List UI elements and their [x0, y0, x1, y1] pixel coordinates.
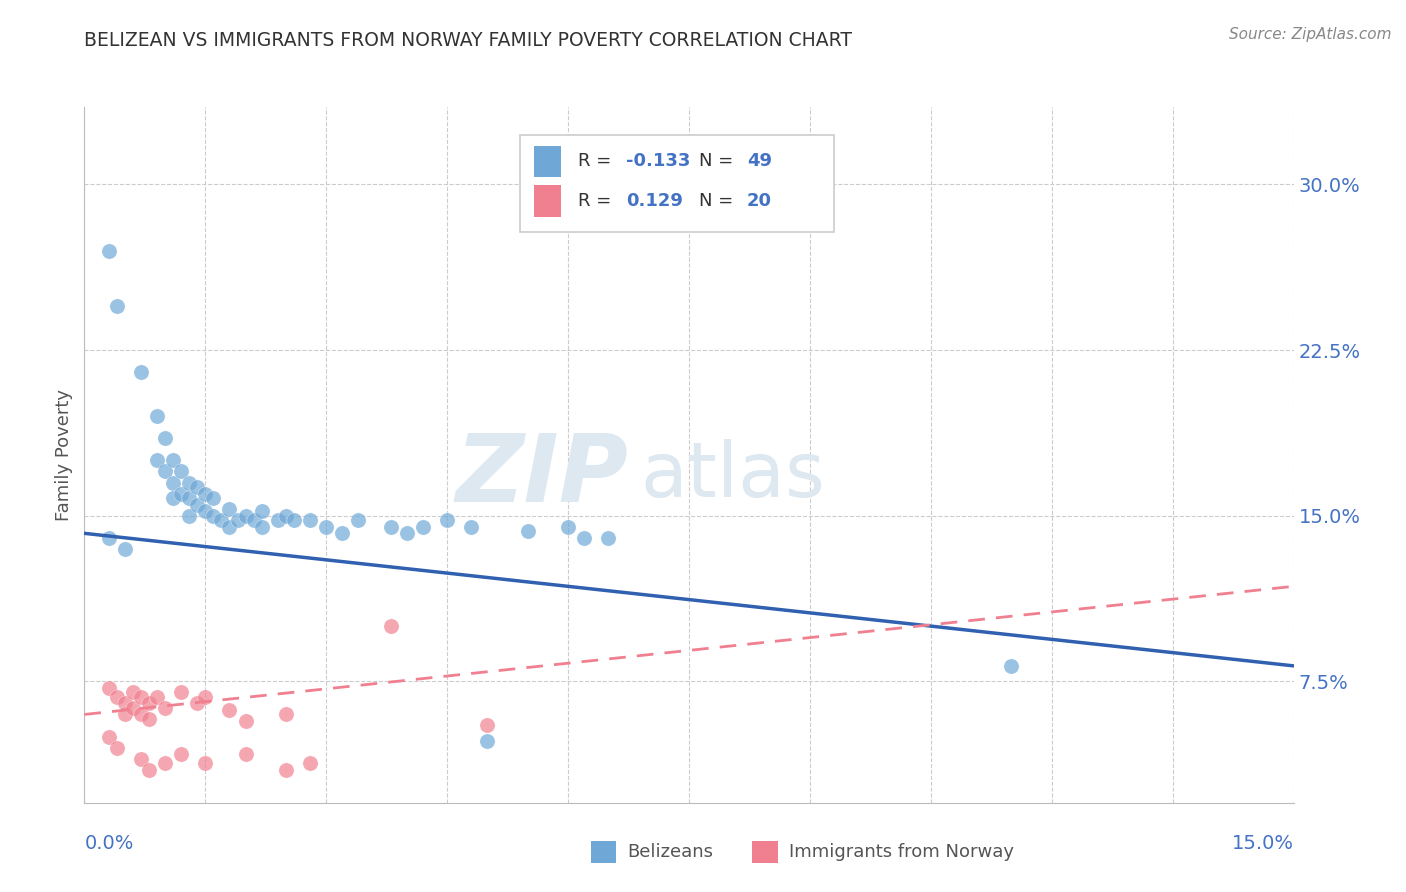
Point	[146, 409, 169, 424]
Point	[121, 685, 143, 699]
Point	[274, 707, 297, 722]
Point	[114, 697, 136, 711]
Point	[194, 690, 217, 704]
Point	[218, 502, 240, 516]
Point	[153, 431, 176, 445]
Point	[395, 526, 418, 541]
Point	[315, 519, 337, 533]
Point	[162, 475, 184, 490]
Point	[1000, 658, 1022, 673]
Point	[274, 508, 297, 523]
Point	[274, 763, 297, 777]
Y-axis label: Family Poverty: Family Poverty	[55, 389, 73, 521]
Text: N =: N =	[699, 153, 738, 170]
Point	[202, 491, 225, 505]
Point	[170, 685, 193, 699]
FancyBboxPatch shape	[520, 135, 834, 232]
Point	[194, 504, 217, 518]
Point	[129, 690, 152, 704]
Point	[235, 714, 257, 728]
Point	[162, 491, 184, 505]
Point	[170, 486, 193, 500]
Point	[186, 480, 208, 494]
Text: 49: 49	[747, 153, 772, 170]
Point	[572, 531, 595, 545]
Point	[218, 703, 240, 717]
Text: BELIZEAN VS IMMIGRANTS FROM NORWAY FAMILY POVERTY CORRELATION CHART: BELIZEAN VS IMMIGRANTS FROM NORWAY FAMIL…	[84, 31, 852, 50]
Point	[380, 619, 402, 633]
Point	[283, 513, 305, 527]
Text: -0.133: -0.133	[626, 153, 690, 170]
Point	[105, 690, 128, 704]
Point	[250, 504, 273, 518]
Point	[186, 697, 208, 711]
Point	[170, 465, 193, 479]
Point	[121, 701, 143, 715]
Point	[436, 513, 458, 527]
Point	[477, 734, 499, 748]
Point	[105, 740, 128, 755]
Point	[146, 453, 169, 467]
Text: Source: ZipAtlas.com: Source: ZipAtlas.com	[1229, 27, 1392, 42]
Point	[179, 491, 201, 505]
Text: 0.0%: 0.0%	[84, 834, 134, 853]
Point	[97, 244, 120, 258]
Point	[114, 541, 136, 556]
Point	[209, 513, 232, 527]
Point	[179, 475, 201, 490]
Point	[460, 519, 482, 533]
Point	[114, 707, 136, 722]
Point	[477, 718, 499, 732]
Point	[129, 751, 152, 765]
Point	[97, 531, 120, 545]
Point	[267, 513, 290, 527]
Point	[516, 524, 538, 538]
Point	[105, 299, 128, 313]
Point	[242, 513, 264, 527]
Point	[179, 508, 201, 523]
Point	[194, 486, 217, 500]
Point	[186, 498, 208, 512]
Point	[598, 531, 620, 545]
Text: Belizeans: Belizeans	[627, 843, 713, 862]
Point	[153, 756, 176, 770]
Text: R =: R =	[578, 153, 617, 170]
Point	[170, 747, 193, 762]
Point	[138, 763, 160, 777]
Text: 20: 20	[747, 192, 772, 210]
Text: 15.0%: 15.0%	[1232, 834, 1294, 853]
Point	[412, 519, 434, 533]
Point	[299, 513, 322, 527]
Text: N =: N =	[699, 192, 738, 210]
Point	[250, 519, 273, 533]
Point	[202, 508, 225, 523]
Text: ZIP: ZIP	[456, 430, 628, 522]
Point	[235, 508, 257, 523]
Point	[380, 519, 402, 533]
Point	[299, 756, 322, 770]
Point	[162, 453, 184, 467]
Point	[153, 701, 176, 715]
Point	[194, 756, 217, 770]
Point	[138, 697, 160, 711]
Point	[97, 730, 120, 744]
Point	[226, 513, 249, 527]
Point	[153, 465, 176, 479]
Point	[330, 526, 353, 541]
Point	[146, 690, 169, 704]
Point	[129, 707, 152, 722]
Text: atlas: atlas	[641, 439, 825, 513]
Text: R =: R =	[578, 192, 617, 210]
Point	[347, 513, 370, 527]
FancyBboxPatch shape	[534, 186, 561, 217]
FancyBboxPatch shape	[534, 145, 561, 177]
Point	[138, 712, 160, 726]
Point	[235, 747, 257, 762]
Text: 0.129: 0.129	[626, 192, 683, 210]
Point	[218, 519, 240, 533]
Point	[129, 365, 152, 379]
Text: Immigrants from Norway: Immigrants from Norway	[789, 843, 1014, 862]
Point	[557, 519, 579, 533]
Point	[97, 681, 120, 695]
